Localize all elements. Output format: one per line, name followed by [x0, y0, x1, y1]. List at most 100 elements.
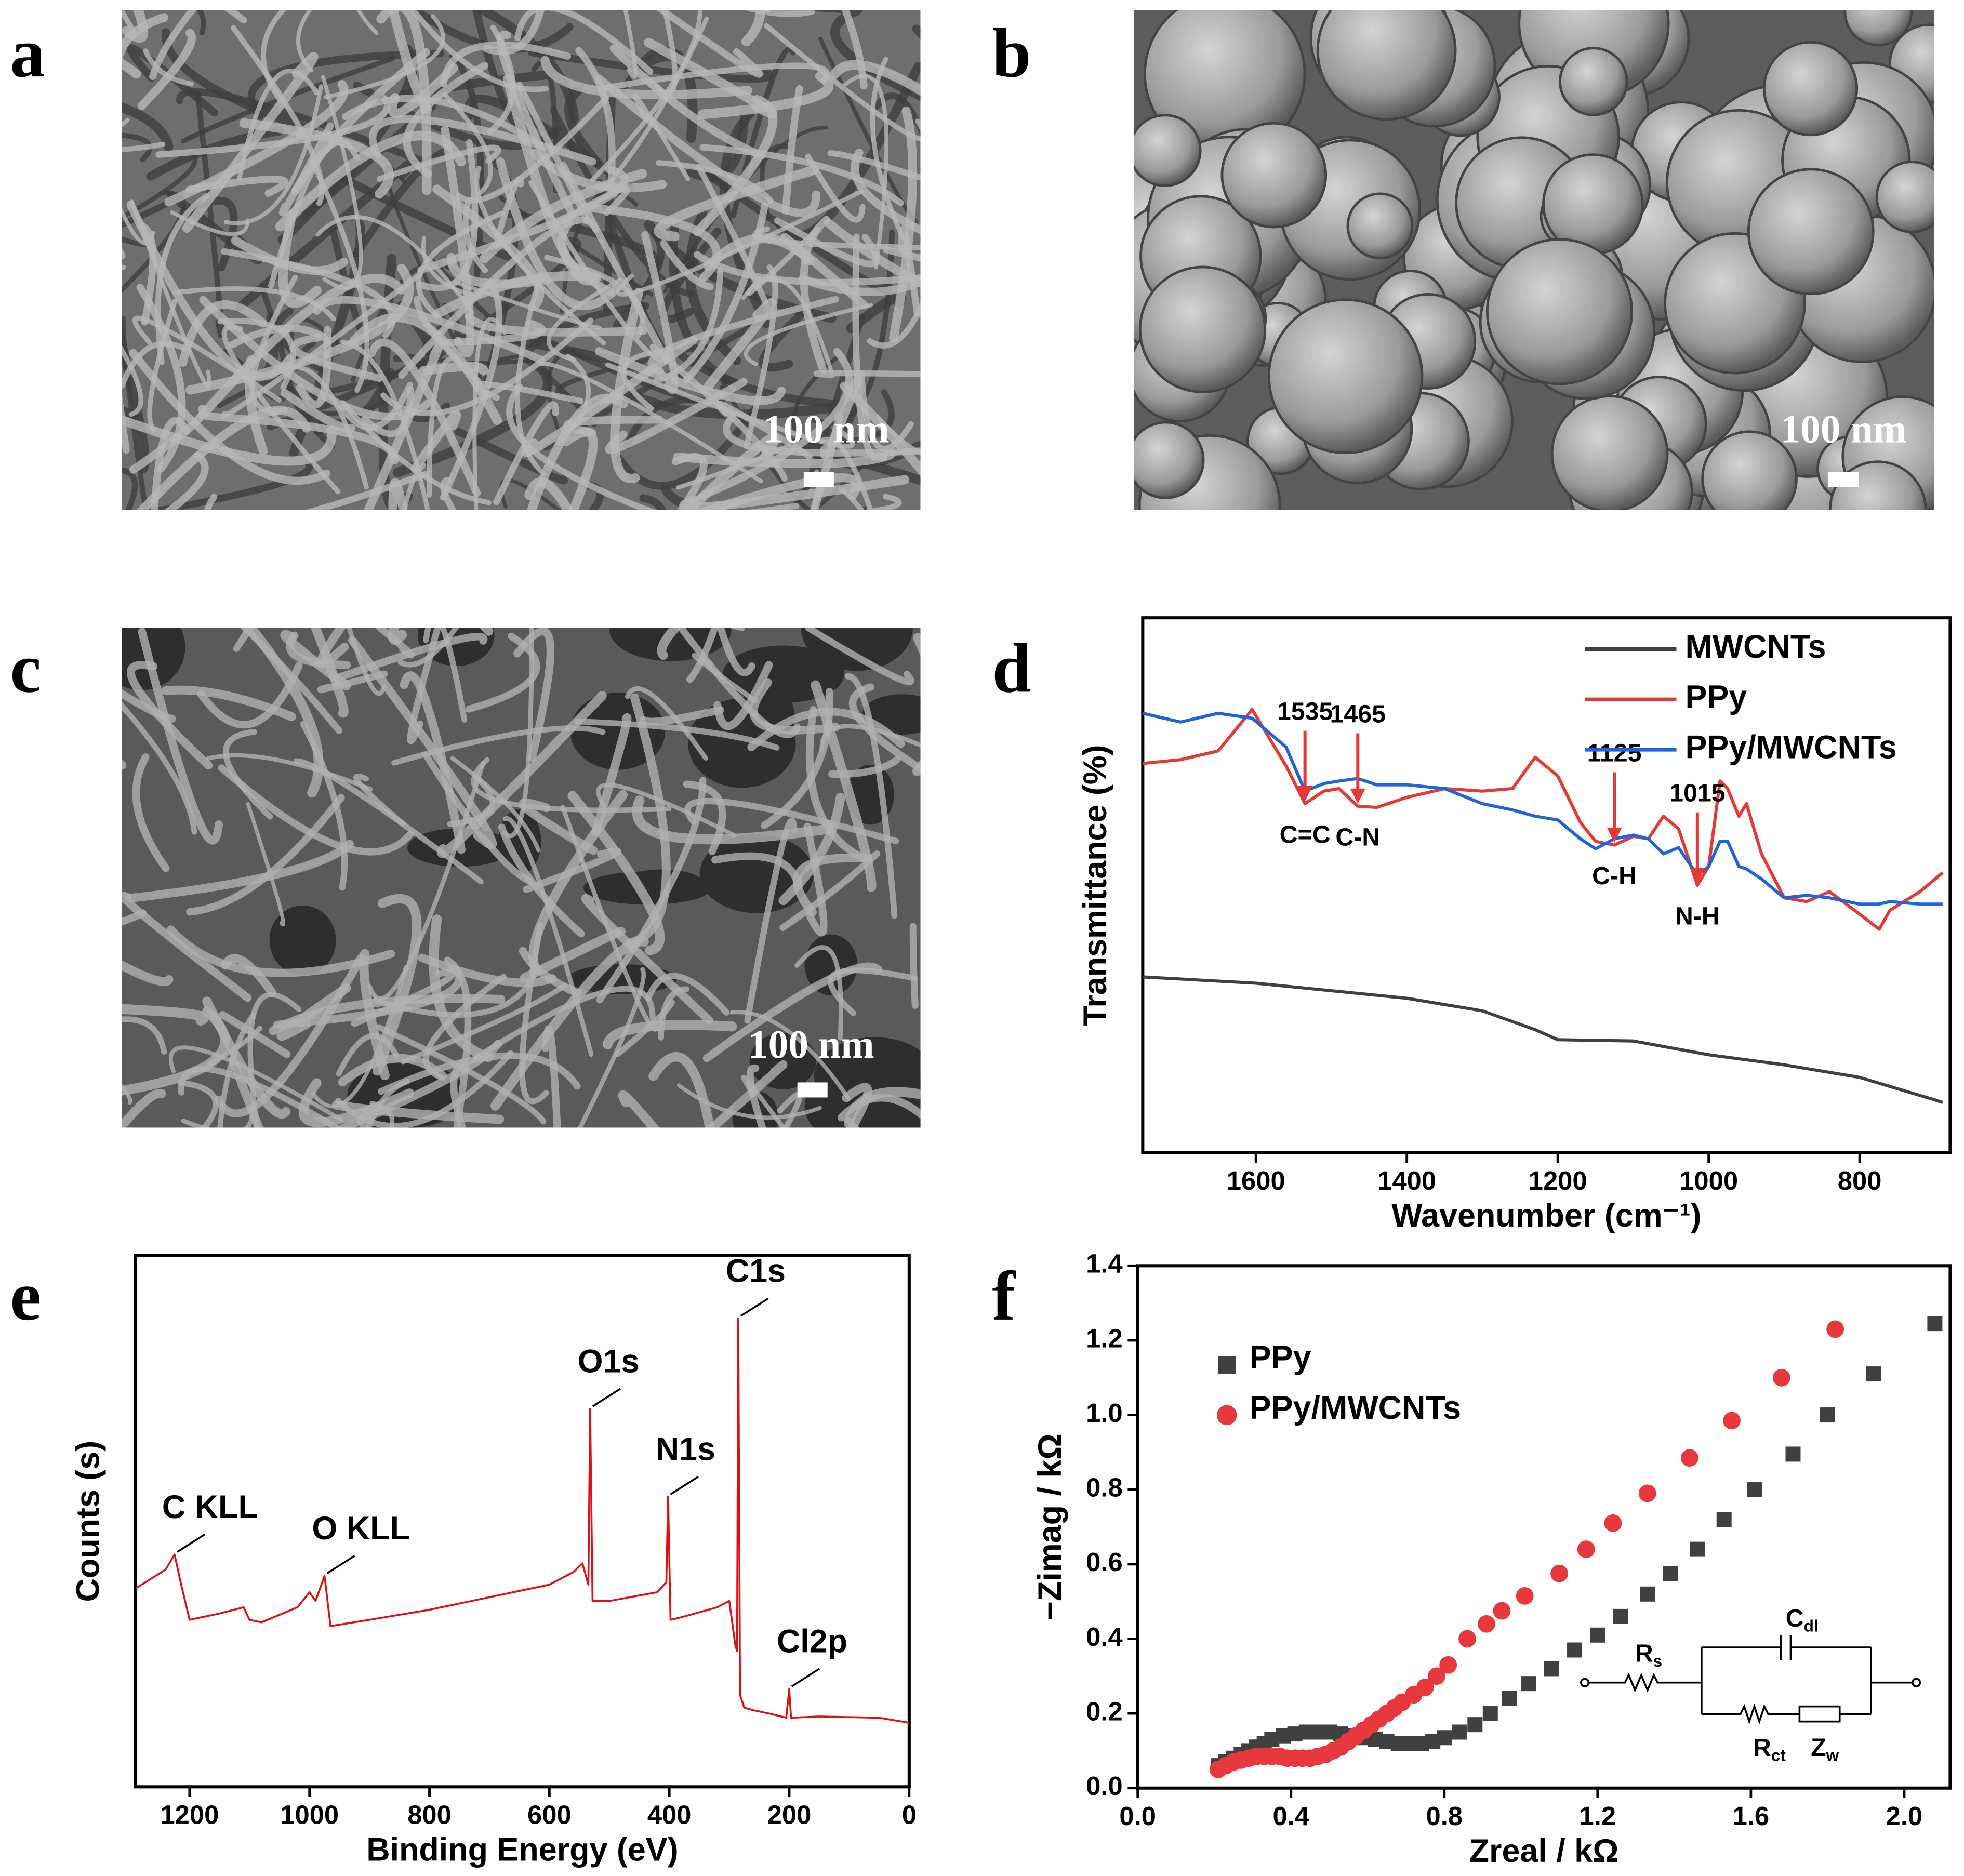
- sem-texture: [560, 162, 670, 364]
- sem-texture: [713, 661, 773, 730]
- x-tick-label: 800: [407, 1800, 452, 1830]
- sem-texture: [605, 362, 855, 449]
- x-tick-label: 1200: [160, 1800, 219, 1830]
- circuit-subscript: dl: [1804, 1617, 1819, 1635]
- sem-texture: [368, 115, 596, 166]
- sem-texture: [155, 193, 210, 365]
- sem-texture: [538, 362, 763, 484]
- data-point: [1502, 1691, 1517, 1706]
- y-tick-label: 0.4: [1086, 1622, 1123, 1652]
- annotation-label: Cl2p: [777, 1623, 847, 1659]
- data-point: [1826, 1320, 1844, 1338]
- sem-texture: [794, 945, 843, 1041]
- sem-texture: [648, 1052, 715, 1128]
- x-tick-label: 0: [902, 1800, 917, 1830]
- sem-texture: [453, 280, 602, 330]
- sem-texture: [711, 852, 802, 886]
- sem-texture: [296, 10, 314, 73]
- annotation-label: O KLL: [312, 1510, 409, 1547]
- plot-frame: [1136, 1264, 1952, 1790]
- sem-texture: [523, 847, 621, 893]
- sem-texture: [176, 88, 424, 164]
- data-point: [1428, 1667, 1445, 1685]
- sem-texture: [122, 102, 174, 152]
- sem-texture: [296, 326, 332, 408]
- sem-texture: [423, 628, 468, 723]
- sem-texture: [1559, 47, 1628, 116]
- sem-texture: [610, 288, 644, 483]
- sem-texture: [164, 451, 209, 510]
- sem-texture: [422, 751, 534, 885]
- circuit-symbol: Z: [1811, 1734, 1826, 1762]
- sem-texture: [126, 201, 294, 381]
- annotation-arrowhead: [1607, 827, 1622, 843]
- sem-texture: [244, 628, 324, 798]
- sem-texture: [805, 628, 914, 686]
- panel-label: c: [10, 629, 41, 707]
- sem-texture: [609, 44, 766, 160]
- sem-texture: [574, 718, 780, 751]
- sem-texture: [462, 198, 488, 273]
- sem-texture: [122, 628, 185, 690]
- y-axis-label: −Zimag / kΩ: [1032, 1433, 1068, 1620]
- sem-texture: [178, 300, 267, 367]
- sem-texture: [407, 628, 442, 744]
- sem-texture: [408, 10, 574, 53]
- x-axis-label: Zreal / kΩ: [1469, 1833, 1619, 1869]
- sem-texture: [804, 1065, 921, 1128]
- sem-texture: [763, 23, 921, 142]
- sem-texture: [654, 165, 818, 242]
- sem-texture: [741, 1074, 786, 1128]
- data-point: [1477, 1615, 1495, 1633]
- sem-texture: [661, 484, 726, 510]
- sem-texture: [290, 334, 383, 382]
- data-point: [1482, 1706, 1498, 1721]
- x-tick-label: 1400: [1377, 1166, 1436, 1195]
- sem-texture: [122, 405, 139, 420]
- leader-line: [740, 1297, 769, 1317]
- sem-texture: [827, 150, 921, 181]
- sem-texture: [122, 132, 153, 162]
- x-tick-label: 1000: [1679, 1166, 1738, 1195]
- sem-texture: [356, 10, 379, 35]
- sem-texture: [483, 10, 545, 56]
- sem-texture: [625, 694, 671, 948]
- sem-texture: [429, 914, 494, 1062]
- x-tick-label: 0.8: [1426, 1801, 1463, 1831]
- leader-line: [592, 1388, 621, 1407]
- sem-texture: [155, 95, 391, 158]
- data-line: [1143, 708, 1944, 931]
- sem-texture: [516, 82, 590, 224]
- sem-texture: [138, 222, 157, 326]
- sem-texture: [168, 1045, 343, 1122]
- sem-texture: [442, 92, 493, 197]
- annotation-label: C-H: [1592, 862, 1637, 890]
- sem-texture: [1875, 161, 1934, 233]
- sem-texture: [695, 164, 768, 305]
- sem-texture: [398, 217, 600, 379]
- sem-texture: [1346, 192, 1414, 260]
- sem-image: [122, 10, 921, 510]
- data-point: [1521, 1676, 1536, 1692]
- sem-texture: [122, 340, 188, 389]
- sem-texture: [206, 753, 373, 792]
- sem-texture: [1762, 41, 1859, 137]
- leader-line: [326, 1555, 355, 1574]
- sem-texture: [197, 661, 303, 729]
- y-tick-label: 0.6: [1086, 1547, 1123, 1577]
- sem-texture: [842, 1083, 872, 1128]
- sem-texture: [126, 840, 354, 903]
- sem-texture: [391, 725, 606, 766]
- sem-texture: [851, 148, 921, 235]
- sem-texture: [686, 628, 719, 683]
- sem-texture: [658, 986, 689, 1041]
- sem-texture: [704, 298, 777, 391]
- sem-texture: [338, 1054, 447, 1087]
- sem-texture: [496, 157, 620, 310]
- sem-texture: [309, 157, 370, 393]
- sem-texture: [149, 10, 197, 81]
- sem-texture: [129, 349, 330, 485]
- sem-texture: [480, 628, 494, 636]
- sem-texture: [828, 967, 918, 1016]
- sem-texture: [217, 1012, 256, 1128]
